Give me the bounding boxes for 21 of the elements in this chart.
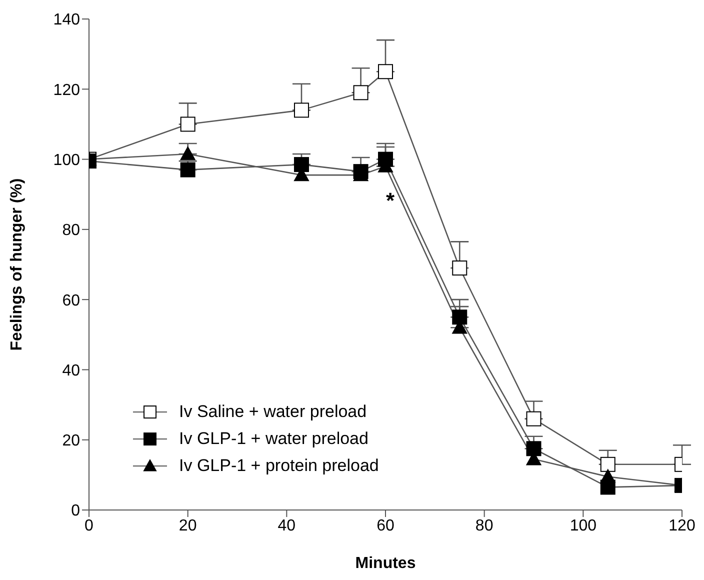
- y-tick-label: 140: [53, 12, 80, 29]
- x-tick-label: 60: [376, 517, 394, 534]
- y-tick-label: 120: [53, 82, 80, 99]
- x-tick-label: 80: [475, 517, 494, 534]
- y-tick-label: 20: [62, 432, 80, 450]
- legend-label: Iv Saline + water preload: [179, 402, 367, 422]
- y-tick-label: 60: [62, 292, 80, 310]
- y-tick-label: 80: [62, 222, 80, 240]
- y-tick-label: 40: [62, 362, 80, 380]
- x-axis-title: Minutes: [355, 555, 416, 572]
- x-tick-label: 40: [278, 517, 296, 534]
- legend-label: Iv GLP-1 + protein preload: [179, 456, 379, 476]
- legend-label: Iv GLP-1 + water preload: [179, 428, 368, 448]
- y-tick-label: 0: [71, 502, 80, 520]
- x-tick-label: 20: [178, 517, 197, 534]
- x-tick-label: 0: [84, 517, 94, 534]
- y-axis-title: Feelings of hunger (%): [8, 178, 26, 351]
- annotation: *: [386, 188, 395, 214]
- y-tick-label: 100: [53, 152, 80, 169]
- x-tick-label: 120: [668, 517, 696, 534]
- x-tick-label: 100: [570, 517, 597, 534]
